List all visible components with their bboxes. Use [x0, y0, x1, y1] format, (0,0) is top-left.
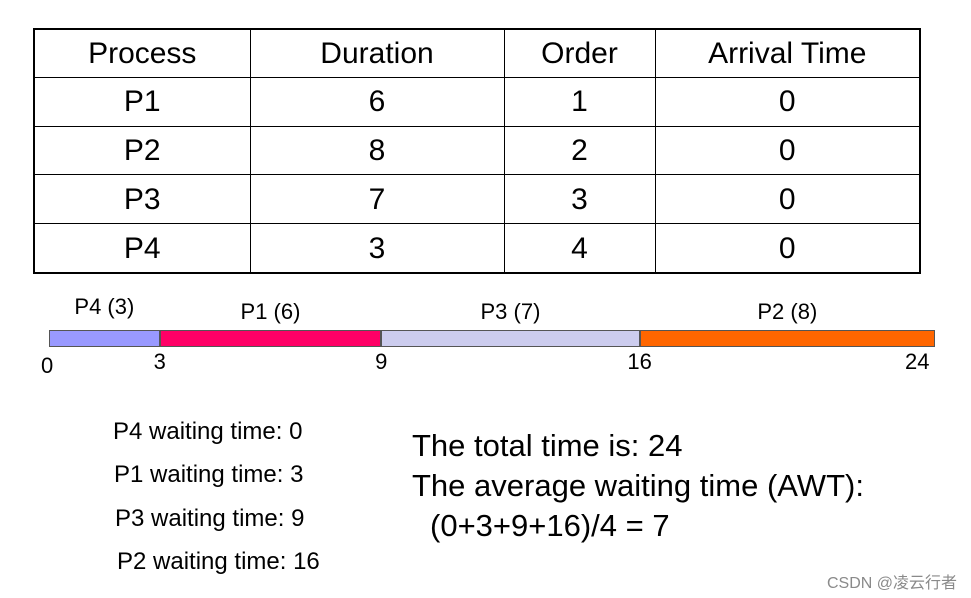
average-waiting-time-text: The average waiting time (AWT):	[412, 468, 864, 503]
gantt-tick-label: 24	[905, 349, 930, 374]
cell-process: P1	[33, 77, 251, 127]
waiting-time-p2: P2 waiting time: 16	[117, 548, 320, 575]
table-row: P2 8 2 0	[33, 125, 921, 176]
cell-arrival-time: 0	[654, 174, 921, 225]
watermark: CSDN @凌云行者	[826, 575, 957, 592]
cell-arrival-time: 0	[654, 77, 921, 127]
gantt-tick-label: 16	[627, 349, 652, 374]
cell-order: 3	[503, 174, 656, 225]
header-order: Order	[503, 28, 656, 78]
cell-arrival-time: 0	[654, 125, 921, 176]
header-arrival-time: Arrival Time	[654, 28, 921, 78]
gantt-segment-label: P3 (7)	[480, 299, 541, 324]
total-time-text: The total time is: 24	[412, 428, 683, 463]
table-header-row: Process Duration Order Arrival Time	[33, 28, 921, 78]
table-row: P1 6 1 0	[33, 77, 921, 127]
cell-duration: 8	[249, 125, 505, 176]
header-process: Process	[33, 28, 251, 78]
gantt-bar	[159, 330, 382, 347]
cell-duration: 6	[249, 77, 505, 127]
table-row: P3 7 3 0	[33, 174, 921, 225]
gantt-segment-label: P2 (8)	[757, 299, 818, 324]
cell-arrival-time: 0	[654, 223, 921, 274]
waiting-time-p3: P3 waiting time: 9	[115, 505, 305, 532]
cell-order: 2	[503, 125, 656, 176]
gantt-segment-label: P1 (6)	[240, 299, 301, 324]
gantt-bar	[639, 330, 935, 347]
gantt-tick-label: 3	[153, 349, 166, 374]
cell-duration: 7	[249, 174, 505, 225]
waiting-time-p4: P4 waiting time: 0	[113, 418, 303, 445]
gantt-bar	[49, 330, 160, 347]
header-duration: Duration	[249, 28, 505, 78]
gantt-segment-label: P4 (3)	[74, 294, 135, 319]
gantt-bar	[381, 330, 640, 347]
cell-duration: 3	[249, 223, 505, 274]
cell-process: P2	[33, 125, 251, 176]
waiting-time-p1: P1 waiting time: 3	[114, 461, 304, 488]
gantt-tick-label: 0	[41, 353, 54, 378]
cell-order: 1	[503, 77, 656, 127]
process-table: Process Duration Order Arrival Time P1 6…	[33, 28, 921, 274]
awt-formula-text: (0+3+9+16)/4 = 7	[430, 508, 670, 543]
cell-order: 4	[503, 223, 656, 274]
cell-process: P3	[33, 174, 251, 225]
table-row: P4 3 4 0	[33, 223, 921, 274]
gantt-tick-label: 9	[375, 349, 388, 374]
cell-process: P4	[33, 223, 251, 274]
